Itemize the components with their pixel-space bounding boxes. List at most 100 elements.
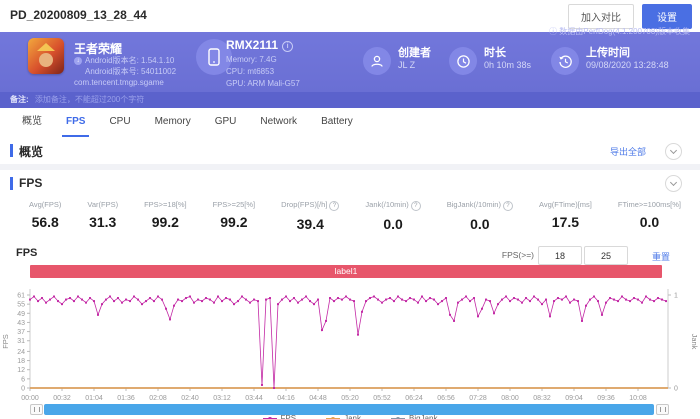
legend-dot-icon <box>396 416 400 419</box>
stat-value: 0.0 <box>470 216 490 232</box>
package-name: com.tencent.tmgp.sgame <box>74 78 164 87</box>
collapse-fps-button[interactable] <box>665 175 682 192</box>
svg-text:0: 0 <box>21 386 25 393</box>
svg-text:02:08: 02:08 <box>149 395 167 402</box>
stat-delta-ftime-100ms-h-: Delta(FTime)>100ms[/h]?0.0 <box>694 200 700 244</box>
creator-label: 创建者 <box>398 47 431 59</box>
threshold-reset-link[interactable]: 重置 <box>651 252 670 262</box>
overview-section-header: 概览 导出全部 <box>0 137 700 165</box>
phone-icon <box>196 39 232 75</box>
tab-gpu[interactable]: GPU <box>214 116 237 127</box>
stat-ftime-100ms-: FTime>=100ms[%] 0.0 <box>605 200 694 244</box>
upload-time-label: 上传时间 <box>586 47 630 59</box>
device-model: RMX2111 i <box>226 38 294 52</box>
overview-section-title: 概览 <box>19 145 44 159</box>
svg-text:07:28: 07:28 <box>469 395 487 402</box>
stat-drop-fps-h-: Drop(FPS)[/h]? 39.4 <box>268 200 352 244</box>
add-to-compare-button[interactable]: 加入对比 <box>568 4 634 29</box>
svg-text:03:12: 03:12 <box>213 395 231 402</box>
fps-chart-title: FPS <box>16 247 38 259</box>
stat-label: Avg(FTime)[ms] <box>538 200 592 209</box>
creator-value: JL Z <box>398 60 416 70</box>
topbar-buttons: 加入对比 设置 <box>568 4 692 29</box>
stat-value: 0.0 <box>639 214 660 230</box>
stat-value: 99.2 <box>220 214 248 230</box>
help-icon[interactable]: ? <box>502 201 513 211</box>
svg-text:43: 43 <box>17 320 25 327</box>
chart-scrollbar[interactable] <box>44 404 654 415</box>
tab-概览[interactable]: 概览 <box>22 116 42 127</box>
svg-text:08:00: 08:00 <box>501 395 519 402</box>
svg-text:01:04: 01:04 <box>85 395 103 402</box>
info-icon[interactable]: i <box>282 41 294 52</box>
stat-fps-25-: FPS>=25[%] 99.2 <box>200 200 269 244</box>
legend-item-fps[interactable]: FPS <box>262 414 297 419</box>
tab-fps[interactable]: FPS <box>54 108 97 137</box>
creator-icon <box>363 47 391 75</box>
stat-label: Drop(FPS)[/h] <box>281 200 328 209</box>
upload-time-icon <box>551 47 579 75</box>
svg-text:24: 24 <box>17 349 25 356</box>
help-icon[interactable]: ? <box>410 201 421 211</box>
device-cpu: CPU: mt6853 <box>226 67 275 76</box>
grip-icon <box>659 407 666 412</box>
fps-line-chart: 61 55 49 43 37 31 24 18 12 6 0 1 0 00:00 00:32 01:04 01:… <box>1 289 699 402</box>
fps-section-header: FPS <box>0 170 700 197</box>
svg-text:02:40: 02:40 <box>181 395 199 402</box>
note-placeholder[interactable]: 添加备注，不能超过200个字符 <box>34 95 145 104</box>
scrollbar-right-handle[interactable] <box>656 404 669 415</box>
stat-value: 99.2 <box>151 214 179 230</box>
svg-text:37: 37 <box>17 329 25 336</box>
fps-section-title: FPS <box>19 176 43 190</box>
svg-text:03:44: 03:44 <box>245 395 263 402</box>
svg-text:12: 12 <box>17 367 25 374</box>
device-gpu: GPU: ARM Mali-G57 <box>226 79 300 88</box>
legend-dot-icon <box>267 416 272 419</box>
fps-chart-header: FPS FPS(>=) 重置 <box>0 246 700 265</box>
section-accent-bar <box>10 144 13 157</box>
stat-value: 56.8 <box>31 214 59 230</box>
svg-text:31: 31 <box>17 338 25 345</box>
legend-item-jank[interactable]: Jank <box>326 414 361 419</box>
stat-value: 39.4 <box>296 216 324 232</box>
legend-marker <box>326 416 341 419</box>
legend-label: Jank <box>344 414 361 419</box>
svg-text:Jank: Jank <box>690 334 699 350</box>
svg-text:1: 1 <box>674 293 678 300</box>
export-all-link[interactable]: 导出全部 <box>609 147 646 157</box>
settings-button[interactable]: 设置 <box>642 4 692 29</box>
note-bar[interactable]: 备注: 添加备注，不能超过200个字符 <box>0 92 700 108</box>
tab-cpu[interactable]: CPU <box>109 116 131 127</box>
stat-var-fps-: Var(FPS) 31.3 <box>74 200 131 244</box>
tab-network[interactable]: Network <box>260 116 298 127</box>
svg-text:09:36: 09:36 <box>597 395 615 402</box>
game-name: 王者荣耀 <box>74 42 123 56</box>
avatar <box>39 53 53 67</box>
stat-label: FPS>=25[%] <box>212 200 256 209</box>
stat-label: Var(FPS) <box>87 200 119 209</box>
tab-memory[interactable]: Memory <box>154 116 191 127</box>
tab-battery[interactable]: Battery <box>321 116 353 127</box>
stat-bigjank-10min-: BigJank(/10min)? 0.0 <box>434 200 526 244</box>
svg-text:05:52: 05:52 <box>373 395 391 402</box>
legend-label: FPS <box>280 414 297 419</box>
legend-item-bigjank[interactable]: BigJank <box>391 414 437 419</box>
chart-legend: FPS Jank BigJank <box>0 414 700 419</box>
crown-icon <box>37 43 55 51</box>
stat-value: 31.3 <box>89 214 117 230</box>
fps-threshold-input-1[interactable] <box>538 246 582 265</box>
section-accent-bar <box>10 177 13 190</box>
collapse-overview-button[interactable] <box>665 143 682 160</box>
fps-threshold-label: FPS(>=) <box>501 250 534 260</box>
top-bar: PD_20200809_13_28_44 加入对比 设置 <box>0 0 700 33</box>
report-header: ⓘ 数据由PerfDog(4.1.200708)版本收集 王者荣耀 ↓ Andro… <box>0 27 700 92</box>
fps-threshold-input-2[interactable] <box>584 246 628 265</box>
help-icon[interactable]: ? <box>329 201 340 211</box>
note-label: 备注: <box>10 95 29 104</box>
svg-text:04:48: 04:48 <box>309 395 327 402</box>
stat-label: FPS>=18[%] <box>144 200 187 209</box>
legend-label: BigJank <box>409 414 438 419</box>
svg-text:0: 0 <box>674 386 678 393</box>
scrollbar-left-handle[interactable] <box>30 404 43 415</box>
